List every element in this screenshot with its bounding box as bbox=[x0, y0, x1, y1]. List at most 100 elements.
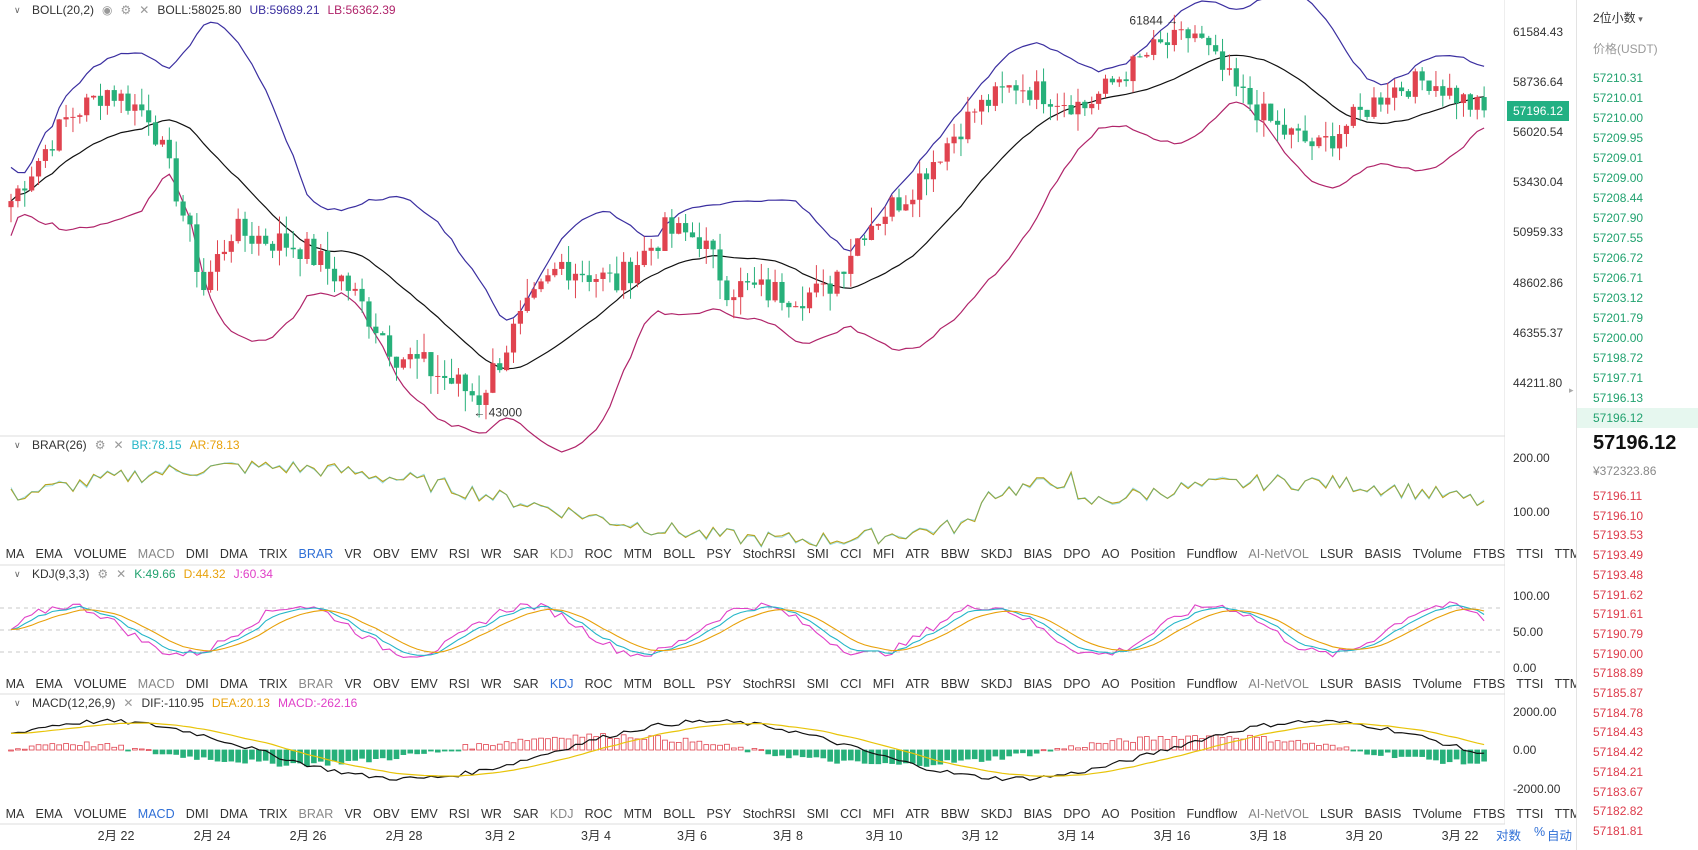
tab-brar[interactable]: BRAR bbox=[298, 807, 334, 821]
bid-row[interactable]: 57196.10 bbox=[1593, 508, 1644, 523]
auto-scale-toggle[interactable]: 自动 bbox=[1547, 829, 1573, 843]
tab-rsi[interactable]: RSI bbox=[448, 807, 470, 821]
tab-skdj[interactable]: SKDJ bbox=[980, 677, 1013, 691]
tab-basis[interactable]: BASIS bbox=[1364, 807, 1402, 821]
tab-basis[interactable]: BASIS bbox=[1364, 677, 1402, 691]
tab-fundflow[interactable]: Fundflow bbox=[1186, 807, 1238, 821]
bid-row[interactable]: 57184.78 bbox=[1593, 705, 1644, 720]
ask-row[interactable]: 57207.90 bbox=[1593, 211, 1644, 225]
bid-row[interactable]: 57191.62 bbox=[1593, 587, 1644, 602]
tab-ao[interactable]: AO bbox=[1101, 547, 1120, 561]
tab-ttsi[interactable]: TTSI bbox=[1516, 677, 1544, 691]
tab-mtm[interactable]: MTM bbox=[623, 807, 653, 821]
chart-canvas[interactable]: 61844 → ← 43000 bbox=[0, 0, 1505, 850]
tab-brar[interactable]: BRAR bbox=[298, 677, 334, 691]
bid-row[interactable]: 57193.48 bbox=[1593, 567, 1644, 582]
ask-row[interactable]: 57200.00 bbox=[1593, 331, 1644, 345]
gear-icon[interactable]: ⚙ bbox=[97, 567, 109, 581]
tab-lsur[interactable]: LSUR bbox=[1320, 807, 1354, 821]
tab-boll[interactable]: BOLL bbox=[663, 807, 696, 821]
tab-ao[interactable]: AO bbox=[1101, 677, 1120, 691]
tab-dmi[interactable]: DMI bbox=[185, 677, 209, 691]
tab-volume[interactable]: VOLUME bbox=[73, 677, 127, 691]
tab-mfi[interactable]: MFI bbox=[872, 547, 895, 561]
bid-row[interactable]: 57193.53 bbox=[1593, 528, 1644, 543]
bid-row[interactable]: 57185.87 bbox=[1593, 686, 1644, 700]
tab-ma[interactable]: MA bbox=[5, 677, 25, 691]
tab-dmi[interactable]: DMI bbox=[185, 547, 209, 561]
tab-cci[interactable]: CCI bbox=[840, 547, 862, 561]
tab-atr[interactable]: ATR bbox=[905, 677, 930, 691]
tab-ftbs[interactable]: FTBS bbox=[1473, 677, 1506, 691]
bid-row[interactable]: 57190.79 bbox=[1593, 626, 1644, 641]
tab-psy[interactable]: PSY bbox=[706, 807, 732, 821]
tab-position[interactable]: Position bbox=[1130, 807, 1176, 821]
tab-mfi[interactable]: MFI bbox=[872, 677, 895, 691]
tab-vr[interactable]: VR bbox=[344, 807, 362, 821]
tab-bbw[interactable]: BBW bbox=[940, 807, 970, 821]
tab-tvolume[interactable]: TVolume bbox=[1412, 547, 1462, 561]
bid-row[interactable]: 57184.43 bbox=[1593, 725, 1644, 740]
tab-wr[interactable]: WR bbox=[480, 547, 502, 561]
percent-scale-toggle[interactable]: % bbox=[1534, 825, 1546, 839]
tab-stochrsi[interactable]: StochRSI bbox=[742, 677, 796, 691]
tab-bias[interactable]: BIAS bbox=[1023, 677, 1053, 691]
tab-brar[interactable]: BRAR bbox=[298, 547, 334, 561]
tab-ai-netvol[interactable]: AI-NetVOL bbox=[1248, 807, 1309, 821]
tab-bbw[interactable]: BBW bbox=[940, 677, 970, 691]
ask-row[interactable]: 57210.01 bbox=[1593, 91, 1644, 105]
tab-ftbs[interactable]: FTBS bbox=[1473, 807, 1506, 821]
gear-icon[interactable]: ⚙ bbox=[94, 438, 106, 452]
ask-row[interactable]: 57209.01 bbox=[1593, 151, 1644, 165]
tab-tvolume[interactable]: TVolume bbox=[1412, 807, 1462, 821]
ask-row[interactable]: 57209.95 bbox=[1593, 131, 1644, 145]
tab-mtm[interactable]: MTM bbox=[623, 677, 653, 691]
bid-row[interactable]: 57196.11 bbox=[1593, 489, 1643, 503]
tab-lsur[interactable]: LSUR bbox=[1320, 677, 1354, 691]
close-icon[interactable]: ✕ bbox=[116, 567, 127, 581]
tab-rsi[interactable]: RSI bbox=[448, 547, 470, 561]
eye-icon[interactable]: ◉ bbox=[102, 3, 113, 17]
tab-boll[interactable]: BOLL bbox=[663, 677, 696, 691]
tab-ftbs[interactable]: FTBS bbox=[1473, 547, 1506, 561]
bid-row[interactable]: 57193.49 bbox=[1593, 548, 1644, 563]
tab-dma[interactable]: DMA bbox=[219, 807, 248, 821]
tab-roc[interactable]: ROC bbox=[584, 677, 613, 691]
ask-row[interactable]: 57210.31 bbox=[1593, 71, 1644, 85]
tab-dma[interactable]: DMA bbox=[219, 677, 248, 691]
tab-rsi[interactable]: RSI bbox=[448, 677, 470, 691]
tab-volume[interactable]: VOLUME bbox=[73, 807, 127, 821]
tab-trix[interactable]: TRIX bbox=[258, 547, 288, 561]
collapse-caret-icon[interactable]: ∨ bbox=[14, 568, 21, 579]
tab-dpo[interactable]: DPO bbox=[1063, 677, 1091, 691]
tab-bias[interactable]: BIAS bbox=[1023, 807, 1053, 821]
tab-ema[interactable]: EMA bbox=[35, 547, 63, 561]
bid-row[interactable]: 57188.89 bbox=[1593, 666, 1644, 681]
ask-row[interactable]: 57196.13 bbox=[1593, 391, 1644, 405]
ask-row[interactable]: 57206.71 bbox=[1593, 271, 1644, 285]
close-icon[interactable]: ✕ bbox=[123, 696, 134, 710]
tab-ema[interactable]: EMA bbox=[35, 677, 63, 691]
ask-row[interactable]: 57197.71 bbox=[1593, 371, 1644, 385]
tab-atr[interactable]: ATR bbox=[905, 807, 930, 821]
tab-mfi[interactable]: MFI bbox=[872, 807, 895, 821]
tab-atr[interactable]: ATR bbox=[905, 547, 930, 561]
tab-macd[interactable]: MACD bbox=[137, 807, 175, 821]
tab-skdj[interactable]: SKDJ bbox=[980, 807, 1013, 821]
tab-skdj[interactable]: SKDJ bbox=[980, 547, 1013, 561]
tab-tvolume[interactable]: TVolume bbox=[1412, 677, 1462, 691]
collapse-caret-icon[interactable]: ∨ bbox=[14, 4, 21, 15]
ask-row[interactable]: 57201.79 bbox=[1593, 311, 1644, 325]
tab-macd[interactable]: MACD bbox=[137, 677, 175, 691]
tab-kdj[interactable]: KDJ bbox=[549, 547, 574, 561]
tab-stochrsi[interactable]: StochRSI bbox=[742, 547, 796, 561]
tab-obv[interactable]: OBV bbox=[373, 547, 400, 561]
decimals-dropdown[interactable]: 2位小数 ▾ bbox=[1593, 9, 1643, 26]
close-icon[interactable]: ✕ bbox=[113, 438, 124, 452]
tab-ma[interactable]: MA bbox=[5, 807, 25, 821]
tab-ttsi[interactable]: TTSI bbox=[1516, 807, 1544, 821]
tab-trix[interactable]: TRIX bbox=[258, 677, 288, 691]
tab-obv[interactable]: OBV bbox=[373, 677, 400, 691]
tab-dma[interactable]: DMA bbox=[219, 547, 248, 561]
tab-psy[interactable]: PSY bbox=[706, 677, 732, 691]
